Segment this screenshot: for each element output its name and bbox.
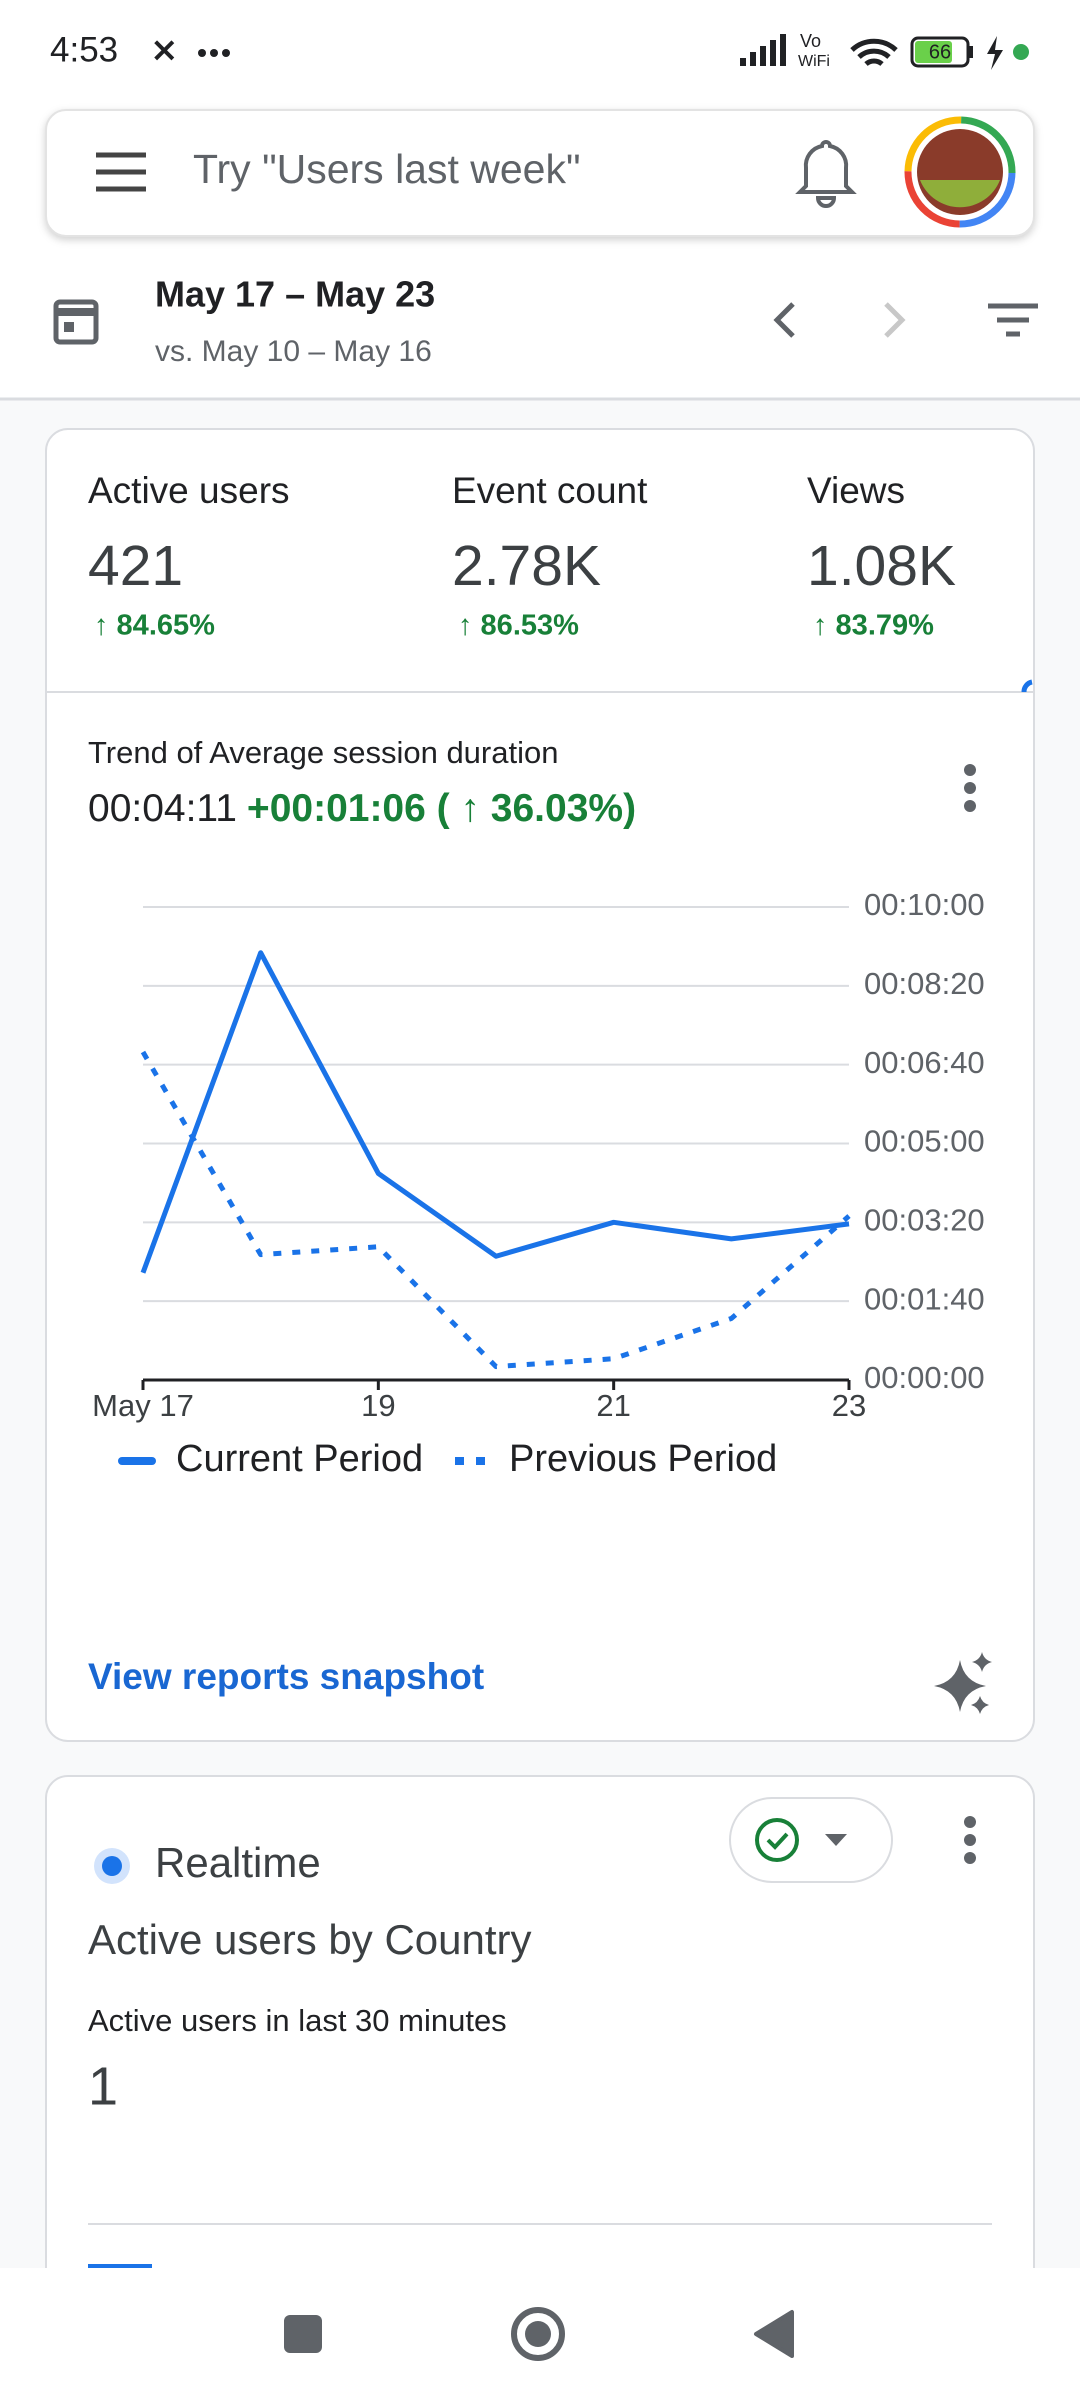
y-tick-label: 00:08:20 xyxy=(864,966,985,1001)
series-line xyxy=(140,1050,851,1370)
kebab-dot xyxy=(964,764,976,776)
recents-button[interactable] xyxy=(284,2315,322,2353)
summary-card xyxy=(45,428,1035,1742)
check-icon xyxy=(755,1818,799,1862)
notifications-button[interactable] xyxy=(795,140,857,208)
filter-button[interactable] xyxy=(988,303,1038,337)
scroll-indicator xyxy=(1021,679,1033,693)
y-tick-label: 00:03:20 xyxy=(864,1203,985,1238)
metric-value: 1.08K xyxy=(807,534,956,598)
insights-button[interactable] xyxy=(934,1652,992,1714)
trend-value-text: 00:04:11 xyxy=(88,787,237,830)
signal xyxy=(780,34,786,66)
home-dot xyxy=(525,2321,551,2347)
realtime-badge: Realtime xyxy=(155,1839,321,1886)
dropdown-arrow xyxy=(825,1834,847,1846)
snapshot-link[interactable]: View reports snapshot xyxy=(88,1656,484,1697)
x-tick-label: May 17 xyxy=(92,1388,194,1423)
wifi xyxy=(850,38,898,67)
status-dot xyxy=(1013,44,1029,60)
x-tick-label: 23 xyxy=(832,1388,866,1423)
kebab-dot xyxy=(964,1852,976,1864)
status-icons: ⨯ Vo WiFi 66 xyxy=(150,31,1029,70)
menu-button[interactable] xyxy=(96,152,146,192)
calendar-icon xyxy=(53,299,99,345)
metric-change: ↑ 86.53% xyxy=(458,610,579,642)
battery-tip xyxy=(969,46,973,58)
date-range[interactable]: May 17 – May 23 xyxy=(155,274,435,315)
dot xyxy=(210,49,218,57)
battery-text: 66 xyxy=(929,41,951,63)
legend-label: Previous Period xyxy=(509,1438,777,1480)
x-tick-label: 19 xyxy=(361,1388,395,1423)
avatar-ring xyxy=(904,116,1016,228)
bar-fragment xyxy=(88,2264,152,2270)
kebab-dot xyxy=(964,1816,976,1828)
dot xyxy=(222,49,230,57)
metric-label: Views xyxy=(807,470,905,511)
y-tick-label: 00:00:00 xyxy=(864,1360,985,1395)
realtime-value: 1 xyxy=(88,2056,118,2116)
y-tick-label: 00:10:00 xyxy=(864,887,985,922)
compare-range: vs. May 10 – May 16 xyxy=(155,335,432,368)
status-time: 4:53 xyxy=(50,30,118,69)
legend-label: Current Period xyxy=(176,1438,423,1480)
avatar-ring xyxy=(904,116,1016,228)
sparkle xyxy=(972,1652,992,1672)
signal xyxy=(740,58,746,66)
charging xyxy=(987,36,1003,70)
avatar-ring xyxy=(904,116,1016,228)
sparkle xyxy=(971,1696,989,1714)
kebab-dot xyxy=(964,782,976,794)
realtime-menu[interactable] xyxy=(964,1816,976,1864)
trend-value: 00:04:11 +00:01:06 ( ↑ 36.03%) xyxy=(88,787,636,830)
realtime-subtitle: Active users in last 30 minutes xyxy=(88,2003,507,2038)
metric-label: Active users xyxy=(88,470,290,511)
metric-value: 2.78K xyxy=(452,534,601,598)
trend-delta: +00:01:06 ( ↑ 36.03%) xyxy=(247,787,636,830)
battery-level xyxy=(915,41,952,63)
trend-menu[interactable] xyxy=(964,764,976,812)
trend-chart: 00:00:00 00:01:40 00:03:20 00:05:00 00:06:40… xyxy=(92,887,985,1480)
home-ring xyxy=(511,2307,565,2361)
signal xyxy=(760,46,766,66)
dot xyxy=(198,49,206,57)
avatar-photo xyxy=(920,180,1000,208)
next-button[interactable] xyxy=(884,302,906,338)
trend-title: Trend of Average session duration xyxy=(88,735,558,770)
notification-icon: ⨯ xyxy=(150,31,179,69)
search-bar[interactable] xyxy=(45,109,1035,237)
check-icon xyxy=(766,1832,789,1850)
sparkle xyxy=(934,1660,986,1712)
metric-label: Event count xyxy=(452,470,648,511)
y-tick-label: 00:05:00 xyxy=(864,1124,985,1159)
realtime-title: Active users by Country xyxy=(88,1916,532,1963)
avatar[interactable] xyxy=(904,116,1016,228)
back-button[interactable] xyxy=(754,2310,794,2358)
series-line xyxy=(140,950,850,1274)
metrics: Active users 421 ↑ 84.65% Event count 2.78K ↑… xyxy=(88,470,956,642)
x-tick-label: 21 xyxy=(596,1388,630,1423)
previous-button[interactable] xyxy=(773,302,795,338)
kebab-dot xyxy=(964,800,976,812)
metric-change: ↑ 83.79% xyxy=(813,610,934,642)
kebab-dot xyxy=(964,1834,976,1846)
metric-change: ↑ 84.65% xyxy=(94,610,215,642)
y-tick-label: 00:06:40 xyxy=(864,1045,985,1080)
vowifi: WiFi xyxy=(798,53,830,70)
calendar-button[interactable] xyxy=(53,299,99,345)
metric-value: 421 xyxy=(88,534,183,598)
signal xyxy=(770,40,776,66)
search-placeholder[interactable]: Try "Users last week" xyxy=(193,146,581,192)
vowifi: Vo xyxy=(800,31,821,51)
status-pill[interactable] xyxy=(729,1797,893,1883)
calendar-icon xyxy=(64,322,74,332)
y-tick-label: 00:01:40 xyxy=(864,1281,985,1316)
signal xyxy=(750,52,756,66)
battery xyxy=(910,36,970,68)
realtime-dot xyxy=(102,1856,122,1876)
home-button[interactable] xyxy=(511,2307,565,2361)
